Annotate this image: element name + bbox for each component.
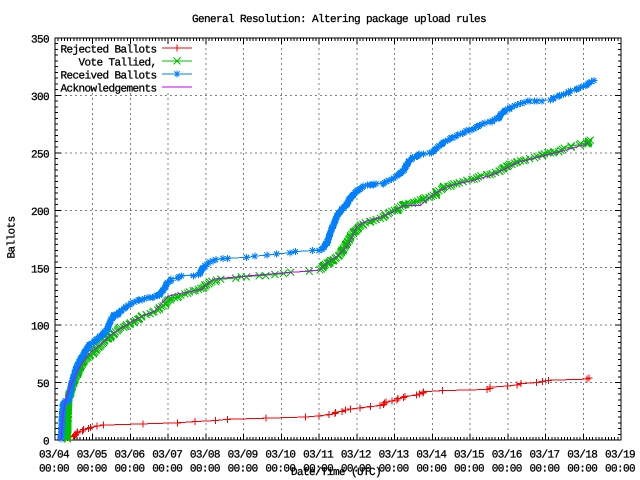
- svg-text:03/04: 03/04: [39, 450, 70, 462]
- svg-text:03/19: 03/19: [605, 450, 635, 462]
- svg-text:00:00: 00:00: [265, 464, 295, 476]
- svg-text:00:00: 00:00: [114, 464, 144, 476]
- svg-text:00:00: 00:00: [190, 464, 220, 476]
- svg-text:00:00: 00:00: [454, 464, 484, 476]
- svg-text:Date/Time (UTC): Date/Time (UTC): [291, 467, 381, 479]
- svg-text:03/08: 03/08: [190, 450, 220, 462]
- svg-text:Rejected Ballots: Rejected Ballots: [60, 45, 156, 57]
- svg-text:150: 150: [31, 264, 49, 276]
- svg-text:03/13: 03/13: [379, 450, 409, 462]
- svg-text:Vote Tallied,: Vote Tallied,: [78, 58, 156, 70]
- svg-text:03/05: 03/05: [77, 450, 107, 462]
- svg-text:00:00: 00:00: [341, 464, 371, 476]
- svg-text:00:00: 00:00: [492, 464, 522, 476]
- svg-text:03/10: 03/10: [265, 450, 295, 462]
- svg-text:250: 250: [31, 149, 49, 161]
- svg-text:Received Ballots: Received Ballots: [60, 71, 156, 83]
- svg-text:00:00: 00:00: [152, 464, 182, 476]
- svg-text:03/11: 03/11: [303, 450, 334, 462]
- svg-text:03/15: 03/15: [454, 450, 484, 462]
- svg-text:200: 200: [31, 207, 49, 219]
- svg-text:00:00: 00:00: [379, 464, 409, 476]
- svg-text:03/18: 03/18: [567, 450, 597, 462]
- svg-text:00:00: 00:00: [303, 464, 333, 476]
- svg-text:00:00: 00:00: [567, 464, 597, 476]
- svg-text:00:00: 00:00: [228, 464, 258, 476]
- svg-text:03/17: 03/17: [530, 450, 560, 462]
- svg-text:0: 0: [43, 437, 49, 449]
- svg-text:00:00: 00:00: [605, 464, 635, 476]
- svg-text:03/09: 03/09: [228, 450, 258, 462]
- svg-text:00:00: 00:00: [77, 464, 107, 476]
- svg-text:Acknowledgements: Acknowledgements: [60, 84, 156, 96]
- svg-text:00:00: 00:00: [39, 464, 69, 476]
- svg-text:00:00: 00:00: [530, 464, 560, 476]
- svg-text:03/16: 03/16: [492, 450, 522, 462]
- svg-text:300: 300: [31, 92, 49, 104]
- svg-text:350: 350: [31, 35, 49, 47]
- svg-text:50: 50: [37, 379, 49, 391]
- svg-text:100: 100: [31, 322, 49, 334]
- svg-text:General Resolution: Altering p: General Resolution: Altering package upl…: [192, 14, 486, 26]
- svg-text:00:00: 00:00: [416, 464, 446, 476]
- svg-text:03/14: 03/14: [416, 450, 447, 462]
- svg-text:Ballots: Ballots: [7, 216, 19, 258]
- svg-text:03/12: 03/12: [341, 450, 371, 462]
- svg-text:03/07: 03/07: [152, 450, 182, 462]
- svg-text:03/06: 03/06: [114, 450, 144, 462]
